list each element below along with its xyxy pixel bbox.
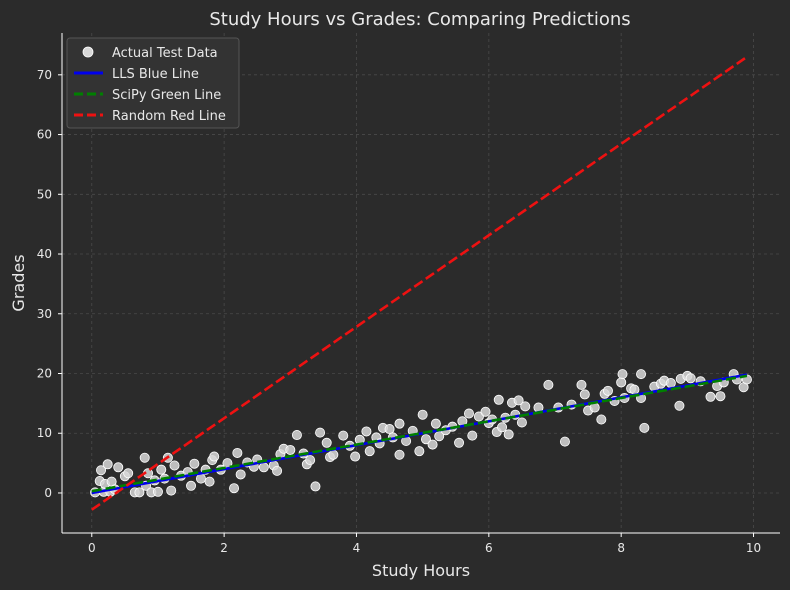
data-point <box>685 373 696 384</box>
data-point <box>384 424 395 435</box>
data-point <box>232 447 243 458</box>
data-point <box>350 451 361 462</box>
data-point <box>315 427 326 438</box>
x-tick-label: 10 <box>746 541 761 555</box>
data-point <box>310 481 321 492</box>
data-point <box>503 429 514 440</box>
data-point <box>513 395 524 406</box>
data-point <box>394 449 405 460</box>
legend-label-green: SciPy Green Line <box>112 88 221 103</box>
data-point <box>186 480 197 491</box>
chart-title: Study Hours vs Grades: Comparing Predict… <box>209 9 630 30</box>
data-point <box>617 369 628 380</box>
random-red-line <box>91 55 748 511</box>
data-point <box>235 469 246 480</box>
data-point <box>576 379 587 390</box>
data-point <box>364 446 375 457</box>
y-tick-label: 60 <box>37 128 52 142</box>
data-point <box>123 468 134 479</box>
data-point <box>420 434 431 445</box>
x-tick-label: 6 <box>485 541 493 555</box>
data-point <box>629 384 640 395</box>
data-point <box>602 385 613 396</box>
data-point <box>328 449 339 460</box>
data-point <box>96 465 107 476</box>
data-point <box>321 437 332 448</box>
data-point <box>636 369 647 380</box>
data-point <box>291 430 302 441</box>
data-point <box>715 391 726 402</box>
data-point <box>427 439 438 450</box>
x-tick-label: 2 <box>220 541 228 555</box>
data-point <box>665 378 676 389</box>
data-point <box>229 483 240 494</box>
data-point <box>516 417 527 428</box>
data-point <box>430 418 441 429</box>
y-tick-label: 40 <box>37 247 52 261</box>
data-point <box>272 465 283 476</box>
legend-marker-scatter <box>82 46 94 58</box>
data-point <box>616 377 627 388</box>
data-point <box>639 422 650 433</box>
data-point <box>559 436 570 447</box>
data-point <box>156 464 167 475</box>
data-point <box>139 452 150 463</box>
legend-box <box>66 37 240 129</box>
scipy-green-line <box>91 374 748 493</box>
grid-lines <box>62 33 780 533</box>
data-point <box>169 460 180 471</box>
x-tick-label: 4 <box>353 541 361 555</box>
legend: Actual Test Data LLS Blue Line SciPy Gre… <box>66 37 240 129</box>
y-tick-label: 0 <box>44 486 52 500</box>
x-axis-label: Study Hours <box>372 561 470 580</box>
data-point <box>209 451 220 462</box>
axes <box>61 33 780 534</box>
x-tick-label: 8 <box>617 541 625 555</box>
y-tick-label: 30 <box>37 307 52 321</box>
data-point <box>543 379 554 390</box>
data-point <box>258 462 269 473</box>
data-point <box>189 458 200 469</box>
data-point <box>493 394 504 405</box>
data-point <box>285 444 296 455</box>
data-point <box>497 422 508 433</box>
data-point <box>305 455 316 466</box>
data-point <box>705 391 716 402</box>
data-point <box>480 406 491 417</box>
data-point <box>394 418 405 429</box>
y-tick-label: 70 <box>37 68 52 82</box>
y-tick-label: 10 <box>37 426 52 440</box>
data-point <box>361 426 372 437</box>
axis-ticks: 0 2 4 6 8 10 0 10 20 30 40 50 60 70 <box>37 68 761 555</box>
data-point <box>102 459 113 470</box>
legend-label-blue: LLS Blue Line <box>112 67 199 82</box>
data-point <box>579 389 590 400</box>
data-point <box>166 485 177 496</box>
data-point <box>417 409 428 420</box>
y-tick-label: 20 <box>37 367 52 381</box>
data-point <box>134 487 145 498</box>
data-point <box>674 400 685 411</box>
x-tick-label: 0 <box>88 541 96 555</box>
prediction-lines <box>91 55 748 511</box>
data-point <box>152 486 163 497</box>
data-point <box>204 476 215 487</box>
data-point <box>520 401 531 412</box>
data-point <box>338 430 349 441</box>
data-point <box>596 414 607 425</box>
data-point <box>113 462 124 473</box>
data-point <box>434 431 445 442</box>
y-tick-label: 50 <box>37 187 52 201</box>
data-point <box>467 430 478 441</box>
y-axis-label: Grades <box>9 254 28 311</box>
legend-label-red: Random Red Line <box>112 109 226 124</box>
data-point <box>454 437 465 448</box>
legend-label-actual: Actual Test Data <box>112 46 218 61</box>
data-point <box>414 446 425 457</box>
data-point <box>463 408 474 419</box>
data-point <box>195 473 206 484</box>
